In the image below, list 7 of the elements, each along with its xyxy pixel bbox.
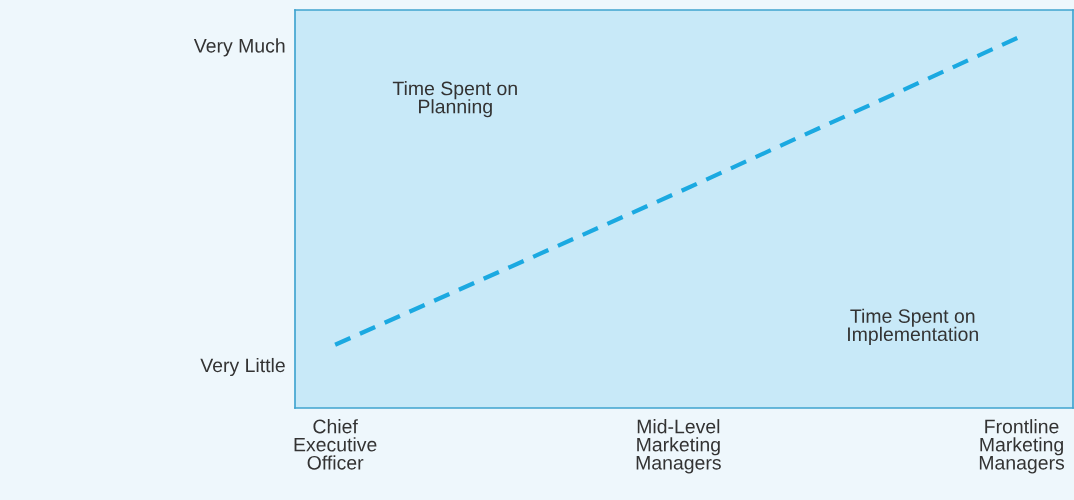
- x-tick-label: Mid-Level Marketing Managers: [636, 419, 721, 474]
- annotation: Time Spent on Implementation: [848, 308, 978, 345]
- annotation: Time Spent on Planning: [392, 81, 517, 118]
- x-tick-label: Frontline Marketing Managers: [979, 419, 1065, 474]
- text: Very Little: [200, 357, 285, 377]
- text: Very Much: [193, 38, 285, 57]
- x-tick-label: Chief Executive Officer: [294, 419, 377, 470]
